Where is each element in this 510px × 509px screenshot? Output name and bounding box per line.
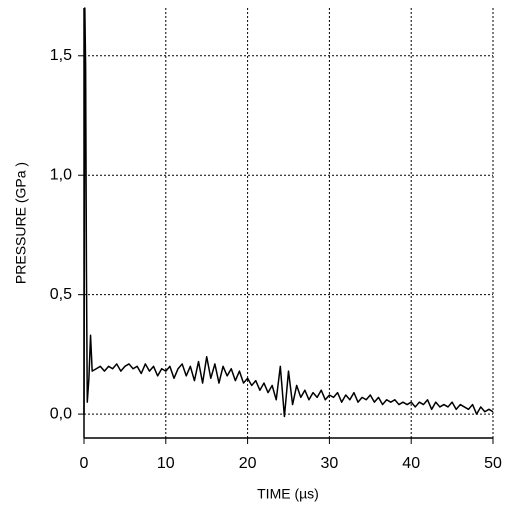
y-axis-label: PRESSURE (GPa ) [13,162,29,284]
x-tick-label: 30 [321,455,339,472]
y-tick-label: 1,5 [50,47,72,64]
x-tick-label: 0 [80,455,89,472]
y-tick-label: 0,0 [50,405,72,422]
x-axis-label: TIME (µs) [257,486,319,502]
y-tick-label: 1,0 [50,166,72,183]
x-tick-label: 50 [484,455,502,472]
data-line [83,7,494,418]
x-tick-label: 10 [157,455,175,472]
x-tick-label: 20 [239,455,257,472]
x-tick-label: 40 [402,455,420,472]
y-tick-label: 0,5 [50,286,72,303]
